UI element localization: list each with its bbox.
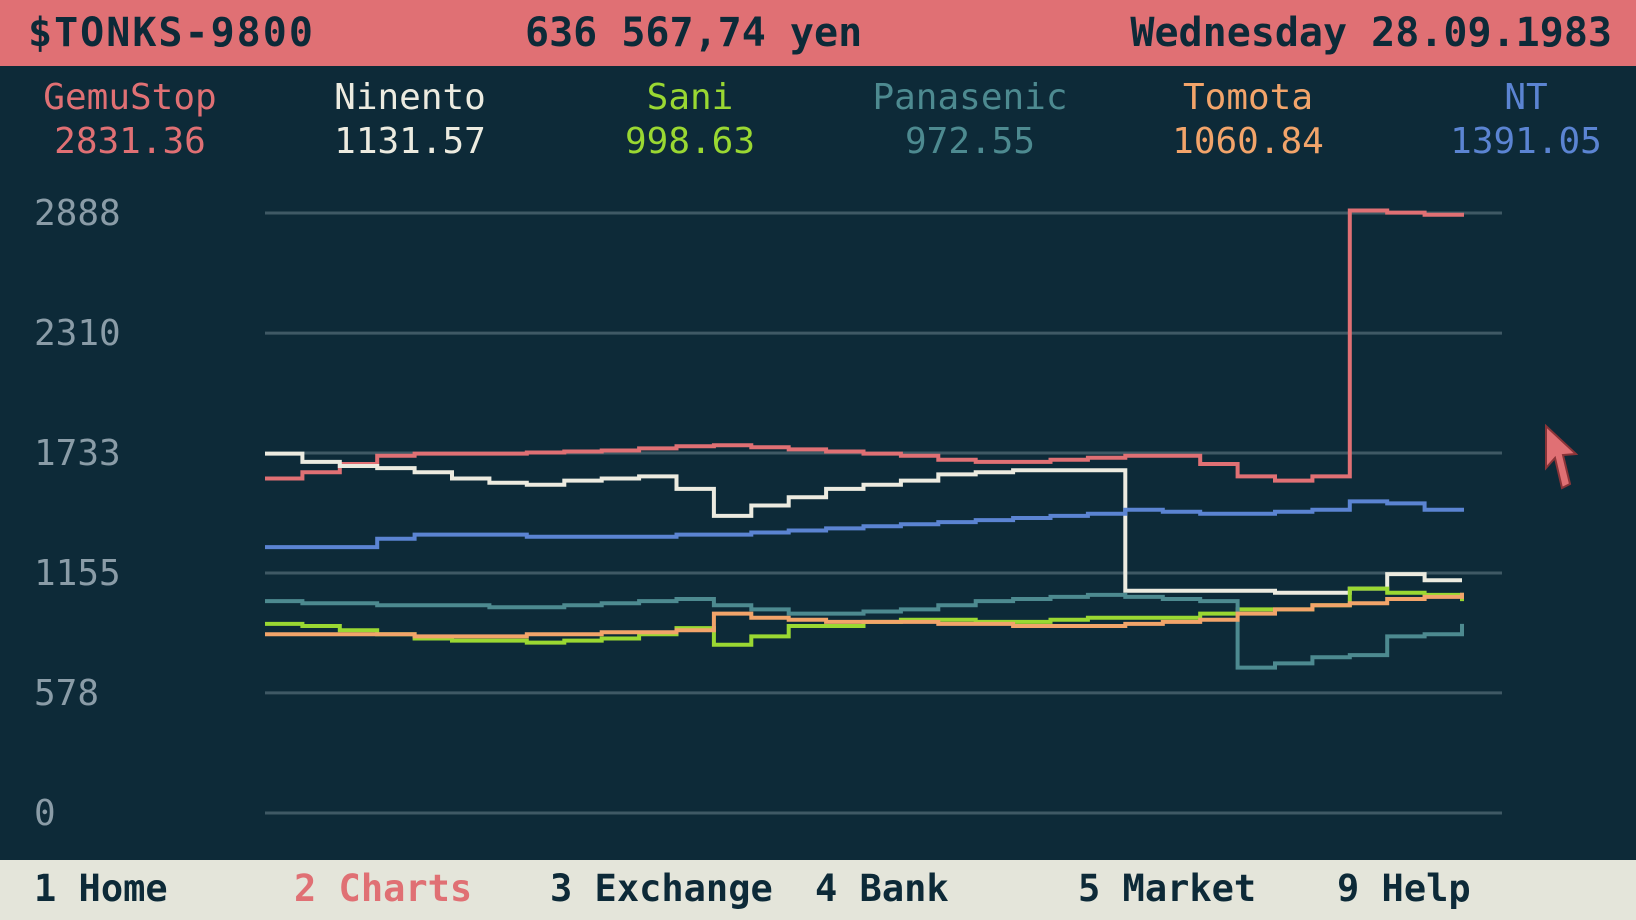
ticker-strip: GemuStop 2831.36 Ninento 1131.57 Sani 99… xyxy=(0,76,1636,171)
ticker-ninento[interactable]: Ninento 1131.57 xyxy=(280,76,540,164)
series-line-nt xyxy=(265,499,1464,550)
nav-exchange[interactable]: 3 Exchange xyxy=(550,867,773,910)
y-tick-label: 2310 xyxy=(34,313,121,354)
nav-help[interactable]: 9 Help xyxy=(1337,867,1471,910)
ticker-name: Panasenic xyxy=(872,77,1068,118)
nav-bar: 1 Home 2 Charts 3 Exchange 4 Bank 5 Mark… xyxy=(0,860,1636,920)
series-line-gemustop xyxy=(265,208,1464,483)
ticker-name: Tomota xyxy=(1182,77,1314,118)
y-tick-label: 1155 xyxy=(34,553,121,594)
ticker-name: GemuStop xyxy=(43,77,217,118)
mouse-cursor-icon xyxy=(1545,424,1578,490)
y-tick-label: 0 xyxy=(34,793,56,834)
app-title: $TONKS-9800 xyxy=(28,10,315,56)
nav-market[interactable]: 5 Market xyxy=(1078,867,1257,910)
nav-bank[interactable]: 4 Bank xyxy=(815,867,949,910)
ticker-tomota[interactable]: Tomota 1060.84 xyxy=(1118,76,1378,164)
y-tick-label: 1733 xyxy=(34,433,121,474)
ticker-name: Sani xyxy=(646,77,734,118)
ticker-price: 1060.84 xyxy=(1172,121,1324,162)
nav-home[interactable]: 1 Home xyxy=(34,867,168,910)
ticker-name: Ninento xyxy=(334,77,486,118)
ticker-sani[interactable]: Sani 998.63 xyxy=(560,76,820,164)
balance-readout: 636 567,74 yen xyxy=(525,10,863,56)
ticker-price: 2831.36 xyxy=(54,121,206,162)
series-line-panasenic xyxy=(265,592,1464,670)
ticker-price: 1131.57 xyxy=(334,121,486,162)
ticker-gemustop[interactable]: GemuStop 2831.36 xyxy=(0,76,260,164)
date-readout: Wednesday 28.09.1983 xyxy=(1130,10,1612,56)
nav-charts[interactable]: 2 Charts xyxy=(294,867,473,910)
price-chart: 2888 2310 1733 1155 578 0 xyxy=(34,193,1502,834)
ticker-price: 1391.05 xyxy=(1450,121,1602,162)
ticker-name: NT xyxy=(1504,77,1548,118)
ticker-nt[interactable]: NT 1391.05 xyxy=(1396,76,1636,164)
series-line-ninento xyxy=(265,451,1462,595)
ticker-price: 998.63 xyxy=(624,121,756,162)
top-bar: $TONKS-9800 636 567,74 yen Wednesday 28.… xyxy=(0,0,1636,66)
series-line-tomota xyxy=(265,592,1464,639)
y-tick-label: 578 xyxy=(34,673,99,714)
y-tick-label: 2888 xyxy=(34,193,121,234)
ticker-panasenic[interactable]: Panasenic 972.55 xyxy=(840,76,1100,164)
ticker-price: 972.55 xyxy=(904,121,1036,162)
